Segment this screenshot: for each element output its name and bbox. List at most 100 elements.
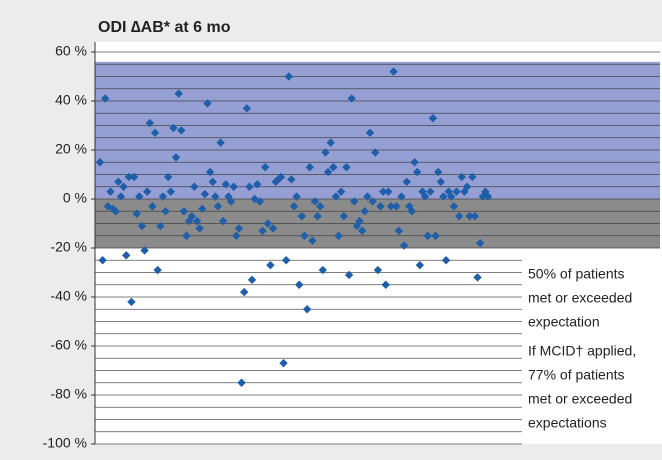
point: [350, 197, 359, 206]
point: [279, 358, 288, 368]
point: [195, 224, 204, 233]
point: [326, 138, 335, 147]
point: [166, 187, 175, 196]
point: [158, 192, 168, 201]
point: [242, 104, 252, 113]
point: [171, 153, 181, 162]
point: [234, 224, 244, 233]
point: [161, 207, 170, 216]
point: [465, 211, 474, 221]
point: [331, 192, 341, 201]
point: [268, 224, 278, 233]
point: [363, 192, 372, 201]
point: [132, 209, 141, 218]
point: [384, 187, 393, 196]
point: [436, 177, 446, 187]
point: [101, 94, 110, 103]
point: [329, 162, 338, 172]
point: [213, 202, 223, 211]
point: [316, 202, 325, 211]
point: [148, 202, 157, 211]
y-tick-label: -20 %: [50, 239, 87, 255]
annotation: met or exceeded: [528, 391, 632, 407]
point: [360, 207, 369, 216]
point: [153, 265, 162, 275]
point: [423, 231, 432, 240]
point: [111, 207, 120, 216]
point: [323, 167, 333, 177]
point: [266, 260, 275, 270]
y-tick-label: 20 %: [55, 141, 87, 157]
point: [226, 197, 236, 206]
point: [371, 148, 380, 157]
annotation-bg: [525, 314, 659, 332]
point: [289, 202, 299, 211]
annotation: If MCID† applied,: [528, 343, 636, 359]
annotation-bg: [525, 343, 659, 361]
point: [287, 175, 296, 184]
point: [177, 126, 186, 135]
point: [263, 219, 272, 228]
point: [142, 187, 152, 196]
point: [378, 187, 388, 196]
point: [260, 162, 270, 172]
point: [399, 241, 409, 250]
point: [216, 138, 225, 147]
chart-title: ODI ∆AB* at 6 mo: [98, 19, 231, 36]
annotation: expectations: [528, 415, 607, 431]
point: [174, 89, 183, 98]
point: [336, 187, 346, 196]
point: [449, 202, 459, 211]
point: [150, 128, 160, 138]
point: [292, 192, 301, 201]
point: [462, 182, 472, 191]
point: [106, 187, 115, 196]
point: [245, 182, 254, 191]
point: [198, 204, 207, 213]
point: [205, 167, 215, 177]
annotation: expectation: [528, 314, 600, 330]
point: [297, 211, 307, 221]
point: [187, 211, 196, 221]
point: [258, 226, 267, 236]
point: [302, 305, 312, 314]
point: [402, 177, 411, 187]
point: [229, 182, 238, 191]
point: [219, 216, 228, 226]
point: [452, 187, 461, 196]
point: [334, 231, 343, 240]
annotation: 77% of patients: [528, 367, 625, 383]
annotation: 50% of patients: [528, 266, 625, 282]
point: [169, 123, 178, 133]
y-tick-label: -60 %: [50, 337, 87, 353]
point: [318, 265, 328, 275]
point: [203, 99, 212, 108]
point: [415, 260, 425, 270]
point: [295, 280, 304, 289]
point: [376, 202, 385, 211]
point: [182, 231, 191, 240]
point: [386, 202, 396, 211]
point: [313, 211, 322, 221]
point: [397, 192, 406, 201]
point: [127, 297, 136, 307]
y-tick-label: -100 %: [43, 435, 87, 451]
point: [310, 197, 320, 206]
point: [410, 158, 419, 167]
point: [344, 270, 354, 280]
point: [339, 211, 349, 221]
annotation-bg: [525, 367, 659, 385]
y-tick-label: 0 %: [63, 190, 87, 206]
annotation-bg: [525, 290, 659, 308]
point: [368, 197, 377, 206]
annotation-bg: [525, 415, 659, 433]
point: [347, 94, 356, 103]
point: [140, 246, 149, 255]
point: [237, 378, 246, 387]
point: [156, 221, 165, 231]
point: [122, 251, 131, 260]
point: [221, 180, 231, 189]
point: [394, 226, 404, 236]
point: [305, 162, 314, 172]
